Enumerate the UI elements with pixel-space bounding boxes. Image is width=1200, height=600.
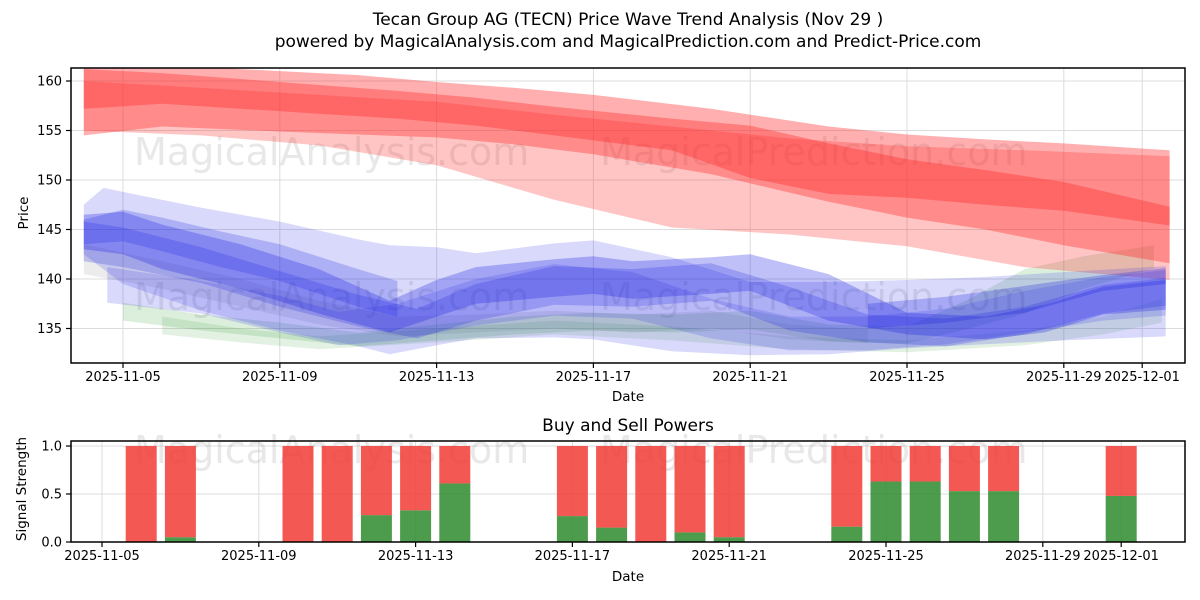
bar-sell (360, 446, 392, 516)
x-tick-label: 2025-12-01 (1083, 549, 1159, 564)
bar-sell (988, 446, 1020, 492)
price-band-green-wave-1 (123, 245, 1154, 347)
x-tick-label: 2025-11-05 (64, 549, 140, 564)
price-band-blue-wave-core (83, 211, 1166, 340)
x-tick-label: 2025-12-01 (1104, 370, 1180, 385)
bar-buy (556, 516, 588, 542)
x-tick-label: 2025-11-29 (1005, 549, 1081, 564)
price-band-gray-wave (83, 244, 868, 344)
x-tick-label: 2025-11-21 (712, 370, 788, 385)
x-tick-label: 2025-11-13 (378, 549, 454, 564)
bar-buy (596, 527, 628, 542)
x-tick-label: 2025-11-17 (556, 370, 632, 385)
price-band-blue-wave-light-1 (83, 187, 1166, 356)
watermark-text: MagicalPrediction.com (600, 275, 1028, 319)
x-tick-label: 2025-11-29 (1026, 370, 1102, 385)
bar-sell (596, 446, 628, 528)
bar-sell (635, 446, 667, 542)
bar-buy (713, 537, 745, 542)
price-band-blue-wave-mid (83, 221, 1166, 347)
price-band-red-wave-mid (83, 68, 1170, 264)
price-band-blue-wave-left-wedge (83, 209, 398, 317)
bar-buy (1105, 495, 1137, 542)
price-band-green-wave-2 (162, 298, 1162, 353)
bar-sell (674, 446, 706, 533)
x-tick-label: 2025-11-05 (85, 370, 161, 385)
bar-sell (870, 446, 902, 482)
y-tick-label: 160 (37, 75, 62, 90)
y-tick-label: 135 (37, 322, 62, 337)
price-axis-label: Price (16, 196, 32, 230)
bar-buy (988, 491, 1020, 542)
bar-buy (831, 526, 863, 542)
bar-sell (831, 446, 863, 527)
bar-sell (282, 446, 314, 542)
power-chart-frame (70, 440, 1186, 543)
bar-sell (556, 446, 588, 517)
bar-buy (909, 481, 941, 542)
x-tick-label: 2025-11-25 (869, 370, 945, 385)
bar-sell (909, 446, 941, 482)
bar-sell (321, 446, 353, 542)
bar-sell (125, 446, 157, 542)
bar-buy (674, 532, 706, 542)
x-tick-label: 2025-11-13 (399, 370, 475, 385)
x-tick-label: 2025-11-17 (535, 549, 611, 564)
bar-sell (948, 446, 980, 492)
y-tick-label: 140 (37, 273, 62, 288)
price-band-blue-wave-right-rise (867, 268, 1166, 329)
power-chart-title: Buy and Sell Powers (542, 416, 714, 436)
price-band-red-wave-outer (83, 81, 1170, 280)
watermark-text: MagicalPrediction.com (600, 130, 1028, 174)
bar-sell (1105, 446, 1137, 496)
price-band-red-wave-core (83, 69, 1170, 226)
bar-buy (948, 491, 980, 542)
bar-sell (439, 446, 471, 484)
y-tick-label: 0.5 (41, 488, 62, 503)
watermark-text: MagicalAnalysis.com (134, 130, 529, 174)
x-tick-label: 2025-11-09 (221, 549, 297, 564)
price-band-blue-wave-light-2 (107, 264, 1166, 351)
main-subtitle: powered by MagicalAnalysis.com and Magic… (274, 32, 982, 52)
y-tick-label: 0.0 (41, 536, 62, 551)
bar-buy (870, 481, 902, 542)
y-tick-label: 145 (37, 223, 62, 238)
price-chart-frame (70, 67, 1186, 364)
main-title: Tecan Group AG (TECN) Price Wave Trend A… (372, 10, 884, 30)
bar-buy (360, 515, 392, 542)
bar-buy (439, 483, 471, 542)
signal-strength-axis-label: Signal Strength (14, 436, 30, 542)
y-tick-label: 150 (37, 174, 62, 189)
bar-sell (713, 446, 745, 538)
bar-sell (164, 446, 196, 538)
x-tick-label: 2025-11-21 (691, 549, 767, 564)
bar-buy (164, 537, 196, 542)
x-tick-label: 2025-11-09 (242, 370, 318, 385)
x-tick-label: 2025-11-25 (848, 549, 924, 564)
y-tick-label: 1.0 (41, 440, 62, 455)
watermark-text: MagicalAnalysis.com (134, 275, 529, 319)
date-axis-label-top: Date (611, 389, 645, 405)
date-axis-label-bottom: Date (611, 569, 645, 585)
bar-sell (400, 446, 432, 511)
y-tick-label: 155 (37, 124, 62, 139)
bar-buy (400, 510, 432, 542)
